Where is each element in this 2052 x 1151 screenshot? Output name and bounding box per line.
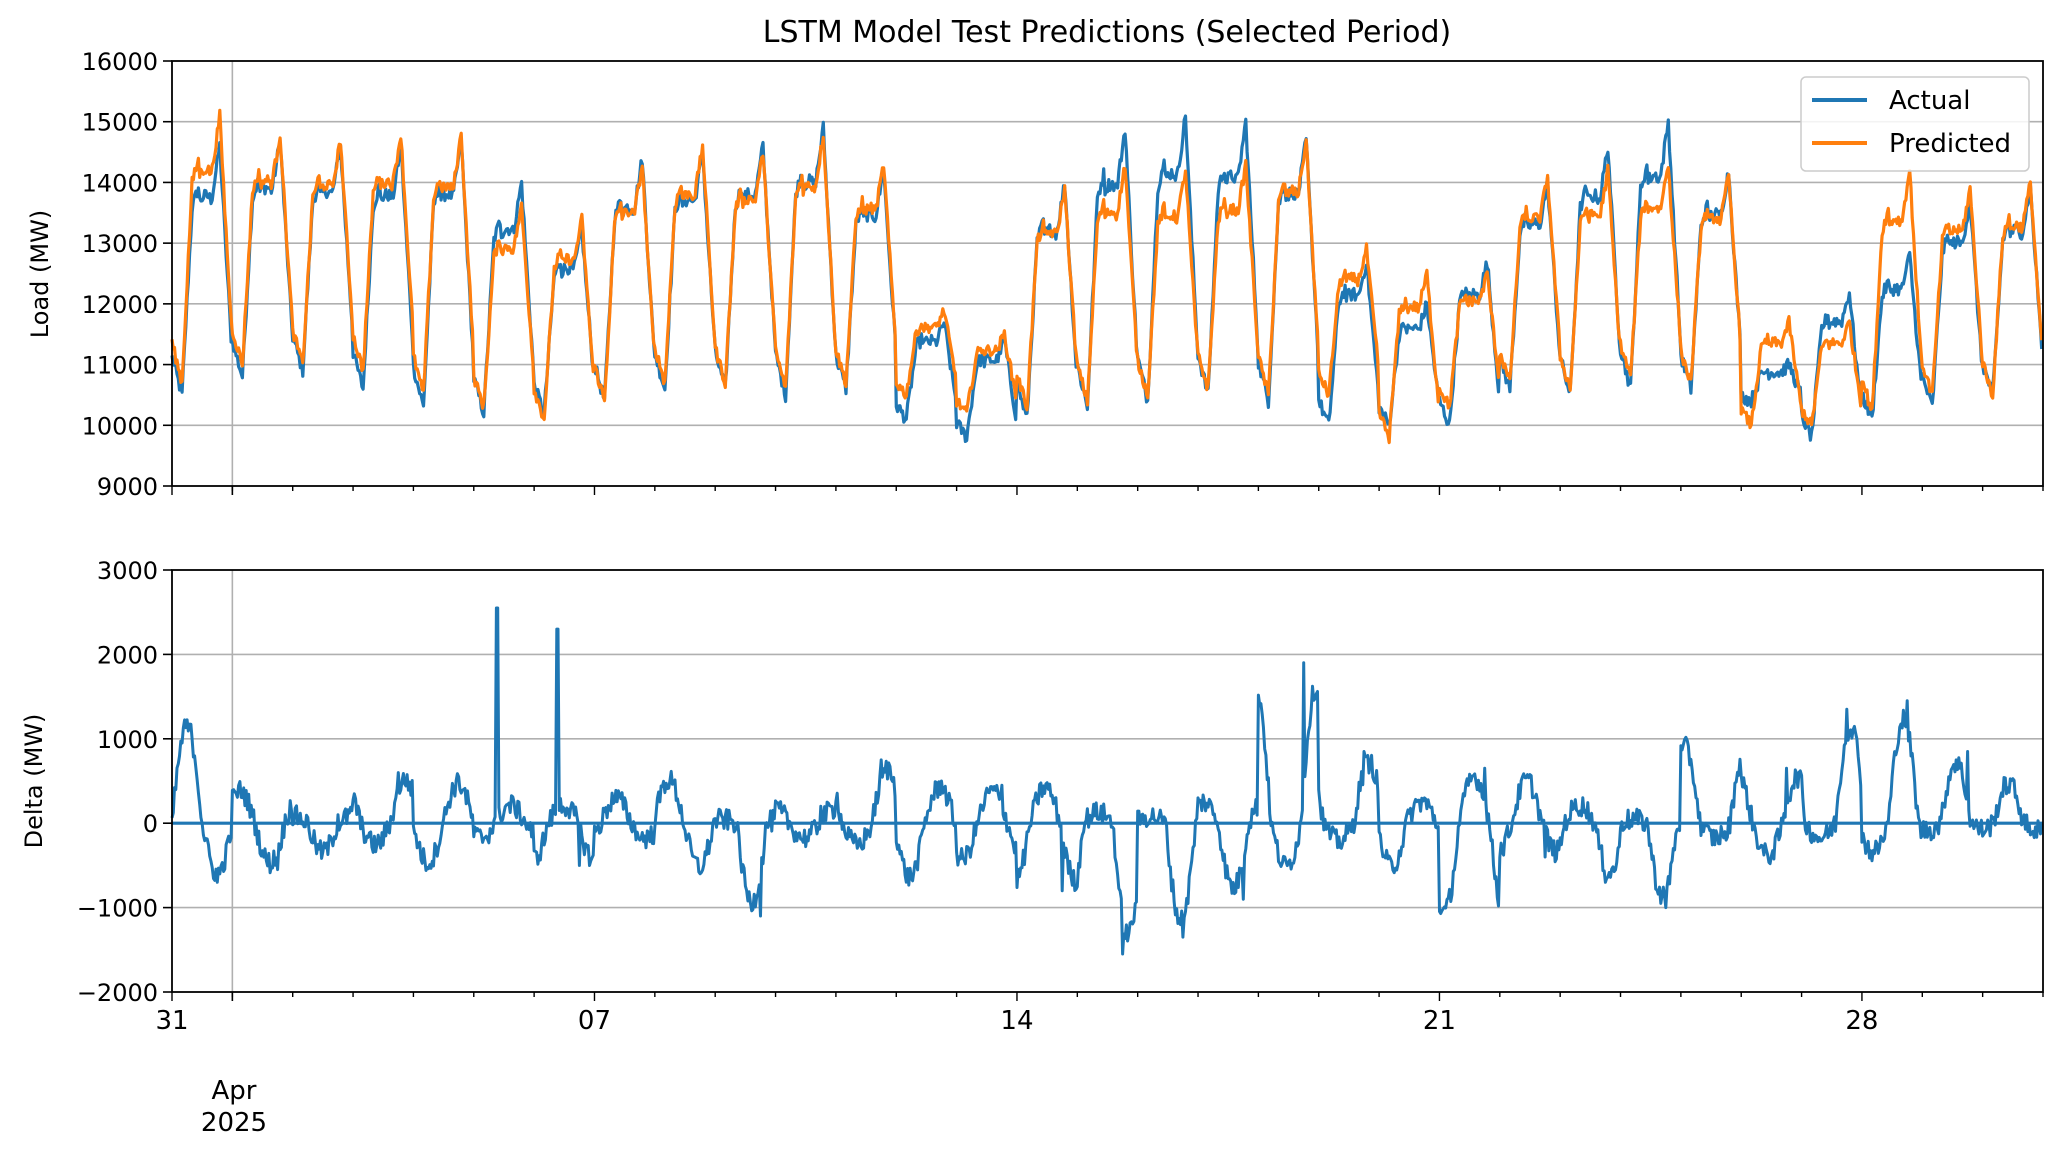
load-series <box>170 108 2044 445</box>
load-y-tick-label: 14000 <box>82 169 158 197</box>
delta-y-tick-label: 0 <box>143 810 158 838</box>
delta-y-tick-label: −2000 <box>77 979 158 1007</box>
x-tick-label: 28 <box>1845 1006 1878 1036</box>
load-y-tick-label: 13000 <box>82 230 158 258</box>
load-y-ticks: 9000 10000 11000 12000 13000 14000 15000 16000 <box>82 48 172 501</box>
delta-y-axis-label: Delta (MW) <box>20 714 48 849</box>
delta-y-tick-label: −1000 <box>77 895 158 923</box>
predicted-load-line <box>170 108 2044 445</box>
x-tick-label: 07 <box>578 1006 611 1036</box>
load-y-tick-label: 16000 <box>82 48 158 76</box>
legend: Actual Predicted <box>1800 76 2030 172</box>
x-tick-label: 31 <box>155 1006 188 1036</box>
load-panel: 900010000110001200013000140001500016000 … <box>26 48 2044 501</box>
load-y-tick-label: 15000 <box>82 109 158 137</box>
delta-plot-frame <box>171 569 2044 993</box>
load-y-axis-label: Load (MW) <box>26 210 54 338</box>
legend-predicted-label: Predicted <box>1889 129 2011 159</box>
delta-x-ticks: 31 07 14 21 28 <box>155 992 2044 1036</box>
load-y-tick-label: 11000 <box>82 352 158 380</box>
delta-series <box>170 606 2044 956</box>
x-tick-label: 14 <box>1000 1006 1033 1036</box>
load-y-tick-label: 9000 <box>97 473 158 501</box>
x-tick-label: 21 <box>1423 1006 1456 1036</box>
delta-panel: −2000 −1000 0 1000 2000 3000 31 07 14 21 28 Delta… <box>20 557 2044 1138</box>
x-year-label: 2025 <box>201 1108 267 1138</box>
legend-actual-label: Actual <box>1889 86 1970 116</box>
delta-y-tick-label: 2000 <box>97 641 158 669</box>
load-y-tick-label: 12000 <box>82 291 158 319</box>
delta-y-ticks: −2000 −1000 0 1000 2000 3000 <box>77 557 172 1007</box>
chart-title: LSTM Model Test Predictions (Selected Pe… <box>763 15 1451 50</box>
load-y-tick-label: 10000 <box>82 412 158 440</box>
delta-y-tick-label: 1000 <box>97 726 158 754</box>
x-month-label: Apr <box>212 1076 257 1106</box>
delta-y-tick-label: 3000 <box>97 557 158 585</box>
delta-line <box>170 606 2044 956</box>
load-plot-frame <box>171 60 2044 487</box>
